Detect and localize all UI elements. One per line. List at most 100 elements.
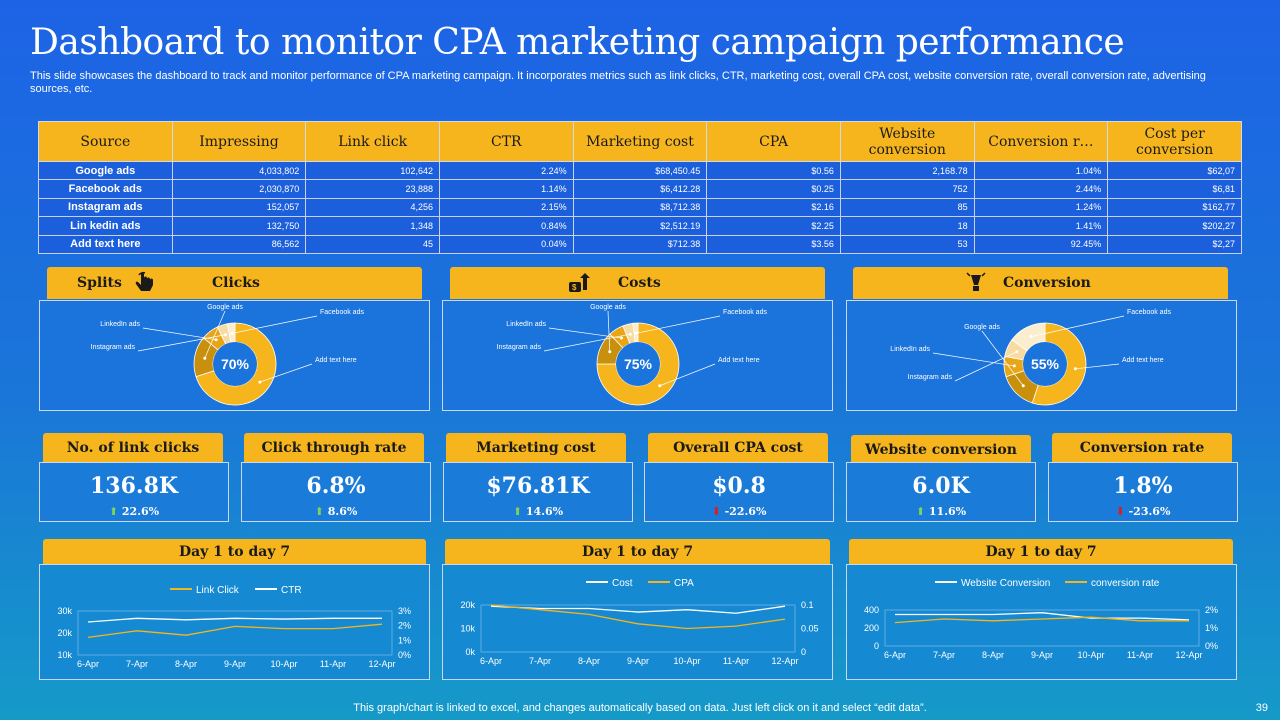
table-cell: 45	[305, 234, 440, 254]
x-tick-label: 10-Apr	[673, 656, 700, 666]
kpi-card: 6.0K ⬆ 11.6%	[846, 462, 1036, 522]
table-cell-source: Facebook ads	[38, 179, 173, 199]
donut-leader-dot	[230, 331, 234, 335]
y-tick-label-left: 30k	[57, 606, 72, 616]
y-tick-label-right: 2%	[398, 621, 411, 631]
y-tick-label-left: 0	[874, 641, 879, 651]
chart3-panel: Website Conversion conversion rate 400 200 0…	[846, 564, 1237, 680]
splits-costs-header: $ Costs	[450, 267, 825, 299]
table-cell-source: Add text here	[38, 234, 173, 254]
donut-leader-line	[607, 310, 611, 352]
donut-slice-label: LinkedIn ads	[890, 346, 930, 353]
source-metrics-table: Source Impressing Link click CTR Marketi…	[38, 121, 1242, 254]
x-tick-label: 11-Apr	[1127, 650, 1153, 660]
legend-label: Link Click	[196, 585, 240, 596]
table-cell: $202,27	[1107, 216, 1242, 236]
conversion-donut-panel: 55% Google ads LinkedIn ads Instagram ads Fa…	[846, 300, 1237, 411]
table-cell: $8,712.38	[572, 197, 708, 218]
table-cell: 23,888	[305, 179, 440, 199]
y-tick-label-right: 0%	[1205, 641, 1218, 651]
legend-label: Cost	[612, 578, 633, 589]
donut-slice-label: Google ads	[964, 324, 1000, 331]
series-line	[490, 605, 786, 614]
donut-leader-dot	[608, 350, 612, 354]
y-tick-label-left: 400	[864, 605, 879, 615]
x-tick-label: 7-Apr	[126, 659, 148, 669]
plot-area	[77, 610, 393, 656]
table-cell: 2,168.78	[839, 160, 975, 181]
x-tick-label: 6-Apr	[480, 656, 502, 666]
donut-center-value: 55%	[1031, 356, 1060, 372]
donut-leader-dot	[658, 384, 662, 388]
page-number: 39	[1255, 702, 1268, 714]
column-header-conversion-rate: Conversion r…	[973, 121, 1109, 162]
donut-slice-label: LinkedIn ads	[506, 321, 546, 328]
conversion-donut-chart: 55% Google ads LinkedIn ads Instagram ads Fa…	[890, 309, 1171, 406]
kpi-card: 136.8K ⬆ 22.6%	[39, 462, 229, 522]
donut-leader-dot	[1029, 335, 1033, 339]
costs-panel-title: Costs	[618, 275, 661, 291]
table-cell: 85	[839, 197, 975, 218]
kpi-title: No. of link clicks	[43, 433, 223, 463]
table-cell: 1.24%	[973, 197, 1109, 218]
table-cell: 2.44%	[973, 179, 1109, 199]
x-tick-label: 8-Apr	[982, 650, 1004, 660]
donut-slice-label: Add text here	[718, 357, 760, 364]
y-tick-label-left: 0k	[465, 647, 475, 657]
hand-pointer-icon	[132, 271, 158, 295]
x-tick-label: 10-Apr	[1077, 650, 1104, 660]
kpi-delta: -23.6%	[1128, 505, 1171, 518]
x-tick-label: 6-Apr	[884, 650, 906, 660]
donut-leader-line	[548, 327, 622, 339]
series-line	[490, 604, 786, 630]
table-row: Facebook ads 2,030,870 23,888 1.14% $6,412.2…	[38, 179, 1242, 199]
kpi-value: $76.81K	[486, 473, 590, 499]
kpi-delta: 11.6%	[928, 505, 967, 518]
x-tick-label: 9-Apr	[224, 659, 246, 669]
donut-leader-line	[1030, 315, 1125, 337]
plot-area	[480, 604, 796, 653]
chart1-panel: Link Click CTR 30k 20k 10k 3% 2% 1% 0% 6-Apr 7-Apr…	[39, 564, 430, 680]
table-cell: $62,07	[1107, 160, 1242, 181]
splits-conversion-header: Conversion	[853, 267, 1228, 299]
table-cell: 53	[839, 234, 975, 254]
table-cell: 132,750	[171, 216, 307, 236]
kpi-card: $76.81K ⬆ 14.6%	[443, 462, 633, 522]
chart1-title: Day 1 to day 7	[43, 539, 426, 565]
table-cell: $68,450.45	[572, 160, 708, 181]
kpi-value: 136.8K	[89, 473, 178, 499]
plot-area	[884, 609, 1200, 647]
x-tick-label: 11-Apr	[723, 656, 749, 666]
y-tick-label-right: 2%	[1205, 605, 1218, 615]
donut-leader-line	[232, 315, 318, 334]
table-cell-source: Instagram ads	[38, 197, 173, 218]
donut-slice-label: Google ads	[590, 304, 626, 311]
donut-leader-dot	[203, 356, 207, 360]
kpi-card: 6.8% ⬆ 8.6%	[241, 462, 431, 522]
table-cell: 1.14%	[438, 179, 574, 199]
table-cell: 18	[839, 216, 975, 236]
donut-center-value: 75%	[624, 356, 653, 372]
x-tick-label: 12-Apr	[771, 656, 798, 666]
donut-hole	[1023, 342, 1067, 386]
clicks-panel-title: Clicks	[212, 275, 260, 291]
series-line	[895, 612, 1190, 621]
x-tick-label: 10-Apr	[270, 659, 297, 669]
column-header-ctr: CTR	[438, 121, 574, 162]
table-cell: $0.25	[706, 179, 841, 199]
table-cell: 0.84%	[438, 216, 574, 236]
table-cell: $162,77	[1107, 197, 1242, 218]
y-tick-label-right: 0%	[398, 650, 411, 660]
table-cell: 152,057	[171, 197, 307, 218]
donut-leader-line	[543, 333, 631, 352]
table-row: Lin kedin ads 132,750 1,348 0.84% $2,512.19 $…	[38, 216, 1242, 236]
table-cell: $2.25	[706, 216, 841, 236]
table-cell: 752	[839, 179, 975, 199]
table-row: Instagram ads 152,057 4,256 2.15% $8,712.38 $…	[38, 197, 1242, 218]
donut-leader-dot	[1021, 384, 1025, 388]
table-cell: $2,512.19	[572, 216, 708, 236]
x-tick-label: 7-Apr	[529, 656, 551, 666]
column-header-link-click: Link click	[305, 121, 440, 162]
chart2-title: Day 1 to day 7	[445, 539, 830, 565]
table-row: Google ads 4,033,802 102,642 2.24% $68,450.4…	[38, 160, 1242, 181]
